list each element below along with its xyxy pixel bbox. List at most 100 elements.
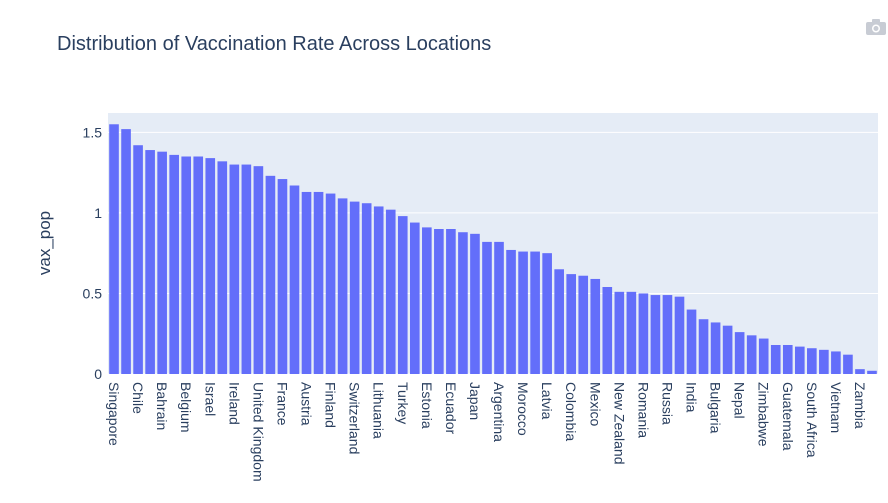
bar	[229, 164, 240, 374]
bar	[626, 291, 637, 374]
bar	[265, 175, 276, 374]
bar	[758, 338, 769, 374]
y-tick-label: 0.5	[83, 285, 103, 301]
bar	[301, 191, 312, 374]
x-tick-label: Japan	[467, 382, 483, 420]
bar	[602, 287, 613, 374]
bar	[819, 349, 829, 374]
x-tick-label: Morocco	[515, 382, 531, 436]
y-tick-label: 0	[94, 366, 102, 382]
x-tick-label: Russia	[659, 382, 675, 425]
x-tick-label: India	[684, 382, 700, 413]
x-tick-label: Chile	[130, 382, 146, 414]
x-tick-label: Belgium	[178, 382, 194, 433]
bar	[662, 295, 673, 374]
bar	[506, 249, 516, 374]
bar	[397, 216, 408, 374]
y-axis-label: vax_pop	[35, 211, 54, 275]
bar	[470, 233, 480, 374]
bar	[325, 193, 336, 374]
bar	[530, 251, 540, 374]
bar	[121, 129, 131, 374]
x-tick-label: Switzerland	[347, 382, 363, 454]
bar	[409, 222, 420, 374]
bar	[770, 345, 781, 374]
bar	[710, 322, 721, 374]
x-tick-label: Colombia	[563, 382, 579, 441]
bar	[289, 185, 300, 374]
bar	[361, 203, 372, 374]
bar	[542, 253, 552, 374]
x-tick-label: Bahrain	[154, 382, 170, 430]
bar	[686, 309, 697, 374]
bar	[422, 227, 432, 374]
bar	[698, 319, 709, 374]
x-tick-label: Nepal	[732, 382, 748, 419]
bar	[133, 145, 143, 374]
x-tick-label: Bulgaria	[708, 382, 724, 434]
bar	[145, 150, 155, 374]
bar	[385, 209, 396, 374]
x-tick-label: New Zealand	[611, 382, 627, 465]
bar	[746, 335, 757, 374]
y-tick-label: 1.5	[83, 124, 103, 140]
camera-icon[interactable]	[866, 19, 886, 35]
bar	[217, 161, 228, 374]
bar	[855, 369, 865, 374]
x-tick-label: Vietnam	[828, 382, 844, 433]
y-tick-label: 1	[94, 205, 102, 221]
bar	[734, 332, 745, 374]
bar	[674, 296, 685, 374]
bar	[482, 241, 492, 374]
x-tick-label: Singapore	[106, 382, 122, 446]
bar	[109, 124, 119, 375]
bar	[277, 179, 288, 374]
bar	[794, 346, 805, 374]
bar	[831, 351, 841, 374]
x-tick-label: Israel	[202, 382, 218, 416]
bar	[313, 191, 324, 374]
x-tick-label: Austria	[299, 382, 315, 426]
bar	[867, 370, 877, 374]
bar	[253, 166, 264, 374]
bar	[843, 354, 853, 374]
x-tick-label: Ireland	[226, 382, 242, 425]
bar	[349, 201, 360, 374]
bar	[590, 278, 601, 374]
x-tick-label: Zimbabwe	[756, 382, 772, 447]
x-tick-label: Estonia	[419, 382, 435, 429]
bar	[566, 274, 577, 374]
x-tick-label: Guatemala	[780, 382, 796, 451]
x-tick-label: Finland	[323, 382, 339, 428]
x-tick-label: Turkey	[395, 382, 411, 424]
bar	[782, 345, 793, 374]
x-tick-label: Zambia	[852, 382, 868, 429]
bar	[373, 206, 384, 374]
bar	[193, 156, 204, 374]
x-tick-label: Argentina	[491, 382, 507, 442]
x-tick-label: Mexico	[587, 382, 603, 427]
bar	[169, 154, 179, 374]
x-tick-label: Lithuania	[371, 382, 387, 439]
bar	[578, 275, 589, 374]
x-tick-label: Latvia	[539, 382, 555, 420]
x-tick-label: Romania	[635, 382, 651, 438]
x-tick-label: United Kingdom	[250, 382, 266, 482]
x-tick-label: Ecuador	[443, 382, 459, 434]
bar	[205, 158, 216, 374]
bar	[241, 164, 252, 374]
bar	[638, 293, 649, 374]
bar	[614, 291, 625, 374]
bar	[446, 229, 456, 374]
bar	[458, 232, 468, 374]
bar	[434, 229, 444, 374]
bar	[157, 151, 167, 374]
bar	[337, 198, 348, 374]
bar	[181, 156, 192, 374]
bar	[494, 241, 504, 374]
x-tick-label: France	[274, 382, 290, 426]
bar	[807, 348, 817, 374]
bar	[722, 325, 733, 374]
bar	[554, 269, 564, 374]
